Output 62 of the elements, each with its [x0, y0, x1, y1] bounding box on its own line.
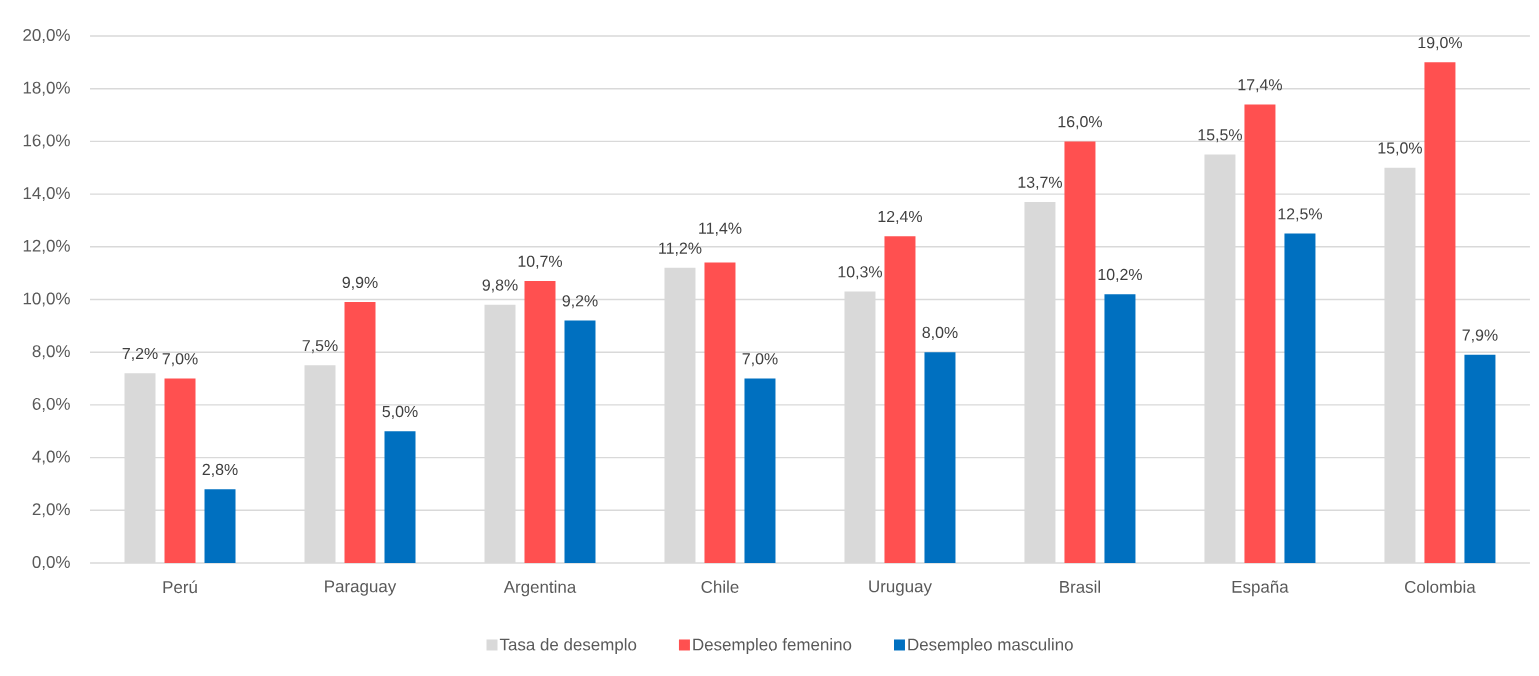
data-label: 12,4% — [878, 210, 922, 225]
data-label: 7,5% — [302, 340, 338, 354]
bar — [204, 489, 236, 563]
x-tick-label: Colombia — [1405, 580, 1476, 593]
legend-label: Desempleo masculino — [908, 638, 1073, 654]
legend-label: Tasa de desemplo — [499, 638, 637, 654]
x-tick-label: Chile — [701, 580, 739, 593]
x-tick-label: Paraguay — [325, 580, 397, 596]
x-tick-label: Uruguay — [869, 580, 932, 596]
bar — [524, 281, 556, 563]
bar — [744, 378, 776, 563]
data-label: 7,9% — [1462, 329, 1498, 343]
data-label: 17,4% — [1238, 79, 1282, 93]
bar — [1284, 233, 1316, 563]
data-label: 10,2% — [1098, 268, 1142, 283]
y-tick-label: 10,0% — [23, 292, 70, 307]
y-tick-label: 8,0% — [32, 345, 70, 360]
bar — [1424, 62, 1456, 563]
data-label: 16,0% — [1058, 116, 1102, 130]
y-tick-label: 14,0% — [23, 187, 70, 202]
legend-label: Desempleo femenino — [693, 638, 852, 654]
y-tick-label: 2,0% — [32, 503, 70, 518]
y-tick-label: 16,0% — [23, 134, 70, 149]
data-label: 11,2% — [659, 242, 702, 256]
data-label: 11,4% — [699, 222, 742, 236]
data-label: 12,5% — [1278, 208, 1322, 222]
data-label: 15,0% — [1378, 142, 1422, 156]
y-tick-label: 20,0% — [23, 28, 70, 43]
x-tick-label: Argentina — [503, 580, 577, 597]
data-label: 15,5% — [1198, 129, 1242, 143]
bar — [564, 320, 596, 563]
data-label: 9,9% — [342, 276, 378, 290]
bar — [1464, 354, 1496, 563]
data-label: 9,8% — [482, 279, 518, 293]
x-tick-label: Perú — [163, 580, 197, 594]
data-label: 7,0% — [742, 353, 778, 367]
data-label: 7,0% — [162, 353, 198, 367]
y-tick-label: 12,0% — [23, 239, 70, 254]
bar — [344, 302, 376, 563]
bar — [384, 431, 416, 563]
data-label: 19,0% — [1418, 36, 1462, 51]
bar — [1244, 104, 1276, 563]
x-tick-label: España — [1232, 580, 1289, 597]
y-tick-label: 0,0% — [32, 555, 70, 570]
data-label: 9,2% — [562, 295, 598, 309]
data-label: 5,0% — [382, 405, 418, 420]
data-label: 10,7% — [518, 255, 563, 269]
data-label: 7,2% — [122, 347, 158, 362]
data-label: 10,3% — [838, 266, 882, 280]
bar — [164, 378, 196, 563]
bar — [704, 262, 736, 563]
data-label: 2,8% — [202, 463, 238, 477]
bar — [1104, 294, 1136, 563]
bar — [924, 352, 956, 563]
bar — [884, 236, 916, 563]
x-tick-label: Brasil — [1060, 580, 1100, 593]
y-tick-label: 18,0% — [23, 81, 70, 96]
y-tick-label: 4,0% — [32, 450, 70, 465]
bar — [1064, 141, 1096, 563]
data-label: 8,0% — [922, 326, 958, 340]
y-tick-label: 6,0% — [32, 397, 70, 412]
data-label: 13,7% — [1018, 176, 1062, 190]
